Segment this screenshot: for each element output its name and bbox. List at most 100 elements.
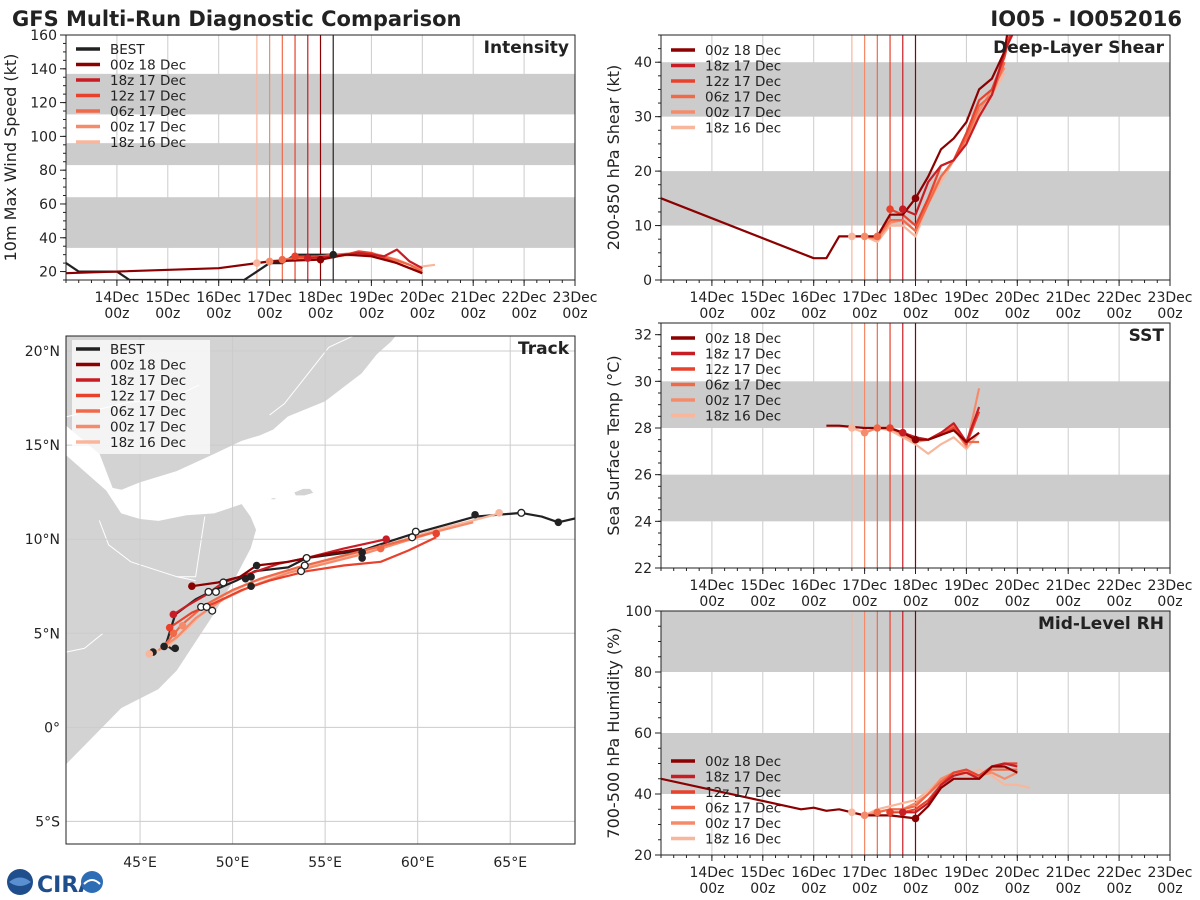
shear-xtick-label-22dec: 22Dec (1097, 290, 1142, 306)
intensity-legend-label-06z-17-dec: 06z 17 Dec (110, 104, 186, 120)
shear-series-00z-17-dec (864, 67, 1006, 241)
sst-panel-title: SST (1129, 326, 1165, 346)
intensity-ytick-label-20: 20 (39, 265, 57, 281)
rh-legend-label-06z-17-dec: 06z 17 Dec (705, 801, 781, 817)
intensity-xtick-hour-20dec: 00z (410, 306, 435, 322)
intensity-xtick-hour-23dec: 00z (562, 306, 587, 322)
rh-xtick-label-17dec: 17Dec (842, 865, 887, 881)
track-marker-best (471, 510, 479, 519)
rh-ytick-label-40: 40 (634, 787, 652, 803)
rh-ytick-label-80: 80 (634, 665, 652, 681)
rh-xtick-label-15dec: 15Dec (740, 865, 785, 881)
shear-xtick-hour-20dec: 00z (1005, 306, 1030, 322)
shear-xtick-hour-15dec: 00z (750, 306, 775, 322)
rh-xtick-hour-21dec: 00z (1056, 881, 1081, 897)
track-legend-label-18z-16-dec: 18z 16 Dec (110, 435, 186, 451)
intensity-ytick-label-140: 140 (30, 62, 57, 78)
sst-xtick-hour-15dec: 00z (750, 594, 775, 610)
intensity-xtick-hour-19dec: 00z (359, 306, 384, 322)
track-open-marker-best (208, 606, 217, 615)
intensity-legend-label-best: BEST (110, 42, 145, 58)
rh-xtick-hour-19dec: 00z (954, 881, 979, 897)
shear-xtick-hour-19dec: 00z (954, 306, 979, 322)
intensity-xtick-label-16dec: 16Dec (196, 290, 241, 306)
track-legend-label-18z-17-dec: 18z 17 Dec (110, 373, 186, 389)
shear-xtick-hour-22dec: 00z (1107, 306, 1132, 322)
track-lat-label-5-s: 5°S (35, 814, 60, 830)
sst-plot-area (661, 323, 1170, 568)
sst-xtick-hour-14dec: 00z (699, 594, 724, 610)
shear-xtick-label-21dec: 21Dec (1046, 290, 1091, 306)
shear-marker-00z-18-dec (911, 194, 920, 203)
track-marker-best (252, 561, 261, 570)
sst-series-00z-18-dec (826, 424, 980, 444)
track-open-marker-best (211, 587, 220, 596)
track-open-marker-best (300, 561, 309, 570)
track-marker-06z-17-dec (376, 544, 385, 553)
sst-xtick-label-19dec: 19Dec (944, 578, 989, 594)
rh-marker-18z-17-dec (898, 808, 907, 817)
rh-marker-12z-17-dec (886, 808, 894, 817)
intensity-panel: 2040608010012014016014Dec00z15Dec00z16De… (1, 28, 597, 322)
shear-panel-title: Deep-Layer Shear (993, 38, 1164, 58)
track-marker-00z-18-dec (188, 582, 196, 591)
track-open-marker-best (408, 533, 417, 542)
shear-xtick-hour-16dec: 00z (801, 306, 826, 322)
shear-legend-label-06z-17-dec: 06z 17 Dec (705, 90, 781, 106)
intensity-ytick-label-160: 160 (30, 28, 57, 44)
sst-marker-18z-16-dec (848, 424, 856, 432)
satellite-swirl (83, 879, 101, 885)
track-open-marker-best (219, 578, 228, 587)
intensity-xtick-label-23dec: 23Dec (553, 290, 598, 306)
rh-xtick-label-18dec: 18Dec (893, 865, 938, 881)
rh-xtick-hour-17dec: 00z (852, 881, 877, 897)
rh-xtick-label-22dec: 22Dec (1097, 865, 1142, 881)
track-marker-best (247, 582, 255, 591)
intensity-xtick-hour-18dec: 00z (308, 306, 333, 322)
rh-xtick-label-20dec: 20Dec (995, 865, 1040, 881)
intensity-xtick-hour-17dec: 00z (257, 306, 282, 322)
sst-legend-label-18z-17-dec: 18z 17 Dec (705, 347, 781, 363)
land-abd-al-kuri (269, 497, 279, 501)
track-lat-label-20-n: 20°N (25, 344, 60, 360)
rh-legend-label-12z-17-dec: 12z 17 Dec (705, 785, 781, 801)
track-lon-label-55: 55°E (308, 855, 342, 871)
shear-marker-12z-17-dec (886, 205, 894, 214)
intensity-xtick-hour-16dec: 00z (206, 306, 231, 322)
sst-panel: 22242628303214Dec00z15Dec00z16Dec00z17De… (604, 322, 1192, 610)
sst-xtick-label-17dec: 17Dec (842, 578, 887, 594)
shear-xtick-label-19dec: 19Dec (944, 290, 989, 306)
track-marker-best (160, 642, 168, 651)
sst-xtick-label-16dec: 16Dec (791, 578, 836, 594)
shear-legend-label-00z-17-dec: 00z 17 Dec (705, 105, 781, 121)
shear-marker-06z-17-dec (873, 232, 882, 241)
sst-marker-18z-17-dec (898, 428, 907, 437)
track-lat-label-5-n: 5°N (34, 626, 60, 642)
sst-xtick-hour-18dec: 00z (903, 594, 928, 610)
shear-xtick-hour-14dec: 00z (699, 306, 724, 322)
rh-xtick-hour-15dec: 00z (750, 881, 775, 897)
storm-id: IO05 - IO052016 (990, 7, 1182, 31)
shear-legend-label-12z-17-dec: 12z 17 Dec (705, 74, 781, 90)
track-frame (65, 335, 576, 845)
sst-xtick-label-14dec: 14Dec (689, 578, 734, 594)
shear-xtick-label-14dec: 14Dec (689, 290, 734, 306)
track-marker-18z-17-dec (169, 610, 178, 619)
sst-legend-label-18z-16-dec: 18z 16 Dec (705, 409, 781, 425)
shear-marker-00z-17-dec (860, 232, 869, 241)
track-open-marker-best (302, 553, 311, 563)
rh-xtick-label-14dec: 14Dec (689, 865, 734, 881)
intensity-xtick-label-18dec: 18Dec (298, 290, 343, 306)
rh-plot-area (661, 611, 1170, 855)
shear-xtick-hour-23dec: 00z (1157, 306, 1182, 322)
land-socotra (293, 487, 315, 497)
intensity-marker-00z-18-dec (316, 255, 325, 264)
track-lat-label-15-n: 15°N (25, 438, 60, 454)
shear-xtick-hour-18dec: 00z (903, 306, 928, 322)
intensity-xtick-label-15dec: 15Dec (145, 290, 190, 306)
sst-ytick-label-22: 22 (634, 561, 652, 577)
sst-ytick-label-26: 26 (634, 468, 652, 484)
intensity-xtick-hour-21dec: 00z (461, 306, 486, 322)
track-marker-18z-16-dec (495, 509, 503, 517)
intensity-xtick-hour-15dec: 00z (155, 306, 180, 322)
